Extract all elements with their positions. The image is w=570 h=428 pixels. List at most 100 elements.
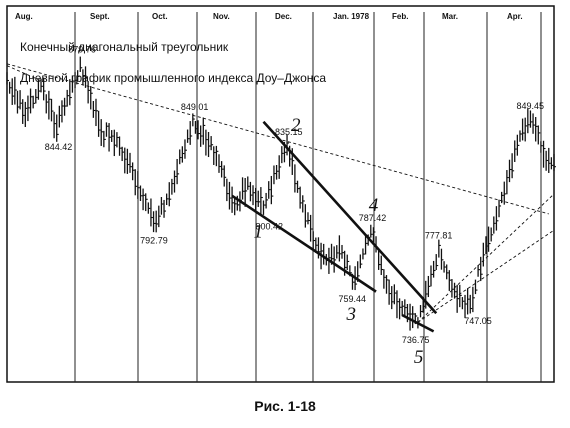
- price-bar: [503, 181, 507, 205]
- price-bar: [430, 265, 433, 287]
- price-label: 849.45: [516, 101, 544, 111]
- price-bar: [239, 191, 242, 212]
- price-bar: [459, 284, 462, 308]
- price-bar: [385, 275, 389, 294]
- price-label: 747.05: [464, 316, 492, 326]
- price-bar: [482, 242, 486, 267]
- price-label: 759.44: [338, 294, 366, 304]
- price-bar: [126, 148, 130, 174]
- price-bar: [359, 254, 363, 269]
- price-bars: [6, 56, 556, 331]
- price-bar: [542, 140, 546, 168]
- price-bar: [448, 270, 452, 291]
- month-label: Feb.: [392, 12, 408, 21]
- price-bar: [87, 81, 91, 104]
- price-bar: [131, 162, 135, 181]
- price-bar: [514, 140, 517, 162]
- price-bar: [11, 78, 15, 105]
- price-bar: [493, 216, 496, 234]
- wave-label: 4: [369, 195, 379, 216]
- price-bar: [485, 236, 488, 254]
- price-bar: [197, 120, 201, 140]
- price-bar: [375, 236, 379, 253]
- price-bar: [446, 264, 449, 280]
- price-bar: [550, 157, 554, 170]
- price-bar: [97, 110, 101, 137]
- price-bar: [74, 72, 78, 89]
- price-bar: [40, 78, 44, 93]
- price-bar: [27, 95, 30, 122]
- price-bar: [511, 153, 515, 179]
- price-bar: [121, 146, 125, 162]
- price-bar: [529, 110, 533, 128]
- price-bar: [124, 147, 127, 174]
- price-bar: [432, 260, 436, 278]
- price-bar: [95, 98, 98, 127]
- price-bar: [406, 304, 410, 323]
- price-bar: [260, 187, 263, 215]
- price-bar: [228, 181, 232, 210]
- price-bar: [118, 136, 122, 156]
- price-bar: [307, 212, 310, 225]
- price-bar: [35, 89, 38, 104]
- month-label: Dec.: [275, 12, 292, 21]
- price-bar: [466, 288, 470, 315]
- price-bar: [22, 99, 25, 124]
- price-bar: [257, 190, 261, 207]
- month-label: Jan. 1978: [333, 12, 370, 21]
- price-bar: [48, 90, 51, 120]
- price-label: 879.76: [68, 44, 96, 54]
- price-bar: [456, 284, 460, 313]
- price-bar: [498, 199, 502, 218]
- price-bar: [425, 280, 428, 309]
- price-bar: [37, 80, 41, 100]
- price-bar: [247, 176, 250, 190]
- price-bar: [508, 159, 512, 183]
- price-bar: [490, 227, 494, 242]
- price-label: 849.01: [181, 102, 209, 112]
- price-bar: [362, 248, 365, 260]
- price-bar: [262, 200, 266, 215]
- price-bar: [351, 273, 355, 290]
- trendline-dashed: [6, 63, 549, 215]
- price-bar: [343, 250, 347, 276]
- month-labels: Aug. Sept. Oct. Nov. Dec. Jan. 1978 Feb. Mar. Ap…: [15, 12, 523, 21]
- price-bar: [142, 188, 146, 211]
- price-bar: [14, 76, 17, 105]
- price-bar: [412, 306, 415, 329]
- price-bar: [330, 243, 334, 265]
- price-bar: [398, 298, 402, 320]
- price-bar: [77, 70, 80, 82]
- price-bar: [419, 305, 423, 318]
- price-bar: [215, 145, 219, 167]
- price-bar: [163, 199, 167, 218]
- price-bar: [166, 193, 169, 206]
- price-bar: [100, 119, 104, 146]
- wave-labels: 1 2 3 4 5: [253, 115, 423, 368]
- price-bar: [69, 79, 72, 106]
- price-bar: [338, 235, 342, 262]
- price-bar: [404, 299, 407, 317]
- price-bar: [184, 139, 187, 159]
- price-bar: [179, 149, 182, 165]
- price-bar: [477, 265, 481, 277]
- chart-subtitle: Дневной график промышленного индекса Доу…: [20, 71, 326, 85]
- price-bar: [487, 226, 491, 252]
- price-bar: [181, 146, 185, 163]
- price-bar: [453, 282, 457, 299]
- price-bar: [32, 95, 36, 109]
- price-bar: [218, 154, 221, 173]
- price-bar: [414, 313, 418, 325]
- price-bar: [435, 254, 439, 271]
- price-bar: [58, 105, 62, 128]
- price-bar: [325, 254, 329, 266]
- chart-frame: [6, 5, 555, 383]
- price-bar: [540, 141, 543, 153]
- price-bar: [302, 195, 305, 213]
- price-bar: [349, 265, 352, 277]
- price-bar: [79, 56, 83, 72]
- price-bar: [317, 237, 321, 259]
- price-bar: [202, 117, 206, 145]
- price-label: 777.81: [425, 231, 453, 241]
- price-bar: [45, 94, 49, 114]
